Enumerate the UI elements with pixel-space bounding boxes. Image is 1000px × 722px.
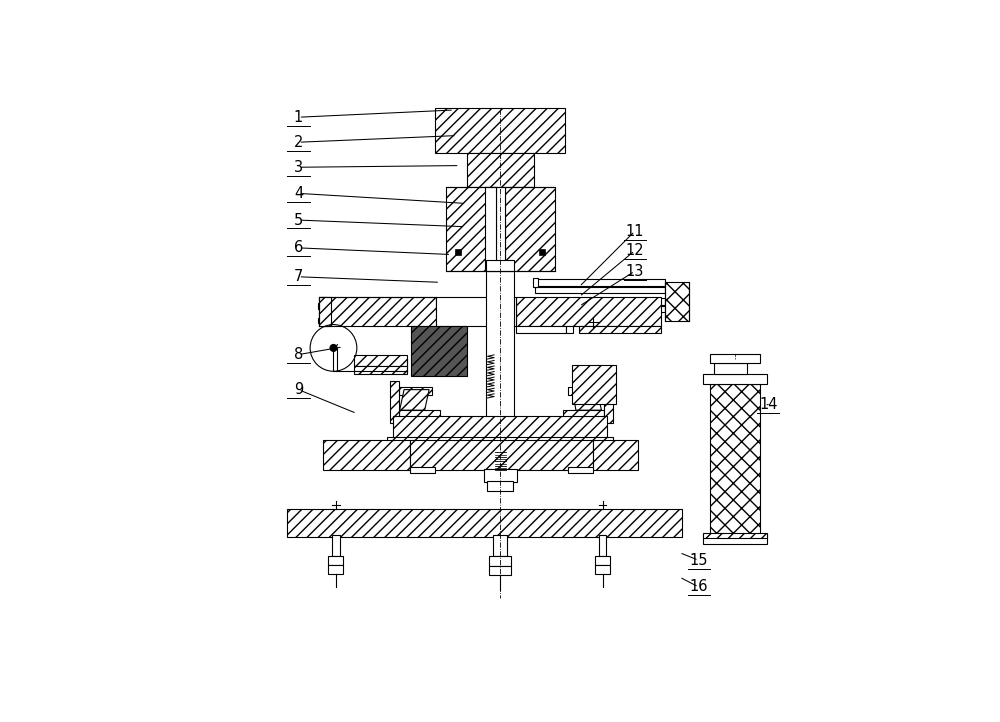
Bar	[714, 363, 747, 374]
Bar	[572, 365, 616, 404]
Polygon shape	[399, 387, 432, 395]
Bar	[593, 440, 638, 470]
Bar	[535, 298, 665, 305]
Bar	[566, 326, 573, 334]
Bar	[328, 556, 343, 565]
Polygon shape	[400, 390, 429, 410]
Bar	[321, 297, 327, 326]
Bar	[333, 348, 337, 371]
Bar	[319, 297, 436, 326]
Bar	[505, 187, 555, 271]
Polygon shape	[390, 381, 399, 423]
Bar	[703, 534, 767, 544]
Bar	[703, 374, 767, 384]
Bar	[354, 355, 407, 366]
Circle shape	[330, 344, 337, 352]
Polygon shape	[399, 410, 440, 417]
Bar	[435, 108, 565, 153]
Bar	[535, 305, 665, 313]
Bar	[318, 303, 328, 309]
Text: 14: 14	[759, 397, 777, 412]
Bar	[535, 287, 665, 293]
Bar	[568, 467, 593, 473]
Text: 8: 8	[294, 347, 303, 362]
Bar	[393, 416, 607, 438]
Bar	[496, 187, 505, 271]
Text: 13: 13	[626, 264, 644, 279]
Bar	[411, 326, 467, 375]
Bar	[486, 260, 514, 271]
Text: 16: 16	[689, 580, 708, 594]
Bar	[323, 440, 410, 470]
Bar	[595, 556, 610, 565]
Bar	[489, 566, 511, 575]
Bar	[489, 557, 511, 566]
Bar	[387, 437, 613, 449]
Bar	[493, 535, 507, 557]
Bar	[486, 271, 514, 420]
Bar	[710, 384, 760, 534]
Bar	[318, 318, 328, 323]
Bar	[328, 565, 343, 574]
Polygon shape	[563, 410, 604, 417]
Bar	[410, 467, 435, 473]
Bar	[332, 535, 340, 557]
Polygon shape	[573, 390, 601, 410]
Bar	[535, 279, 665, 286]
Text: 1: 1	[294, 110, 303, 125]
Bar	[710, 354, 760, 363]
Bar	[533, 278, 538, 287]
Bar	[539, 249, 545, 255]
Bar	[516, 326, 566, 334]
Bar	[595, 565, 610, 574]
Bar	[319, 297, 331, 326]
Text: 5: 5	[294, 212, 303, 227]
Text: 15: 15	[689, 553, 708, 567]
Bar	[436, 297, 516, 326]
Text: 11: 11	[626, 224, 644, 239]
Text: 6: 6	[294, 240, 303, 256]
Bar	[579, 326, 661, 334]
Bar	[467, 153, 534, 187]
Bar	[599, 535, 606, 557]
Bar	[533, 305, 538, 313]
Bar	[410, 440, 593, 470]
Polygon shape	[604, 381, 613, 423]
Bar	[665, 282, 689, 321]
Bar	[354, 366, 407, 373]
Text: 9: 9	[294, 382, 303, 397]
Text: 4: 4	[294, 186, 303, 201]
Bar	[287, 509, 682, 537]
Bar	[487, 482, 512, 492]
Bar	[703, 533, 767, 538]
Text: 2: 2	[294, 135, 303, 149]
Text: 7: 7	[294, 269, 303, 284]
Bar	[484, 469, 517, 482]
Bar	[446, 187, 496, 271]
Polygon shape	[568, 387, 601, 395]
Bar	[485, 187, 496, 271]
Bar	[516, 297, 661, 326]
Text: 3: 3	[294, 160, 303, 175]
Bar	[455, 249, 461, 255]
Text: 12: 12	[625, 243, 644, 258]
